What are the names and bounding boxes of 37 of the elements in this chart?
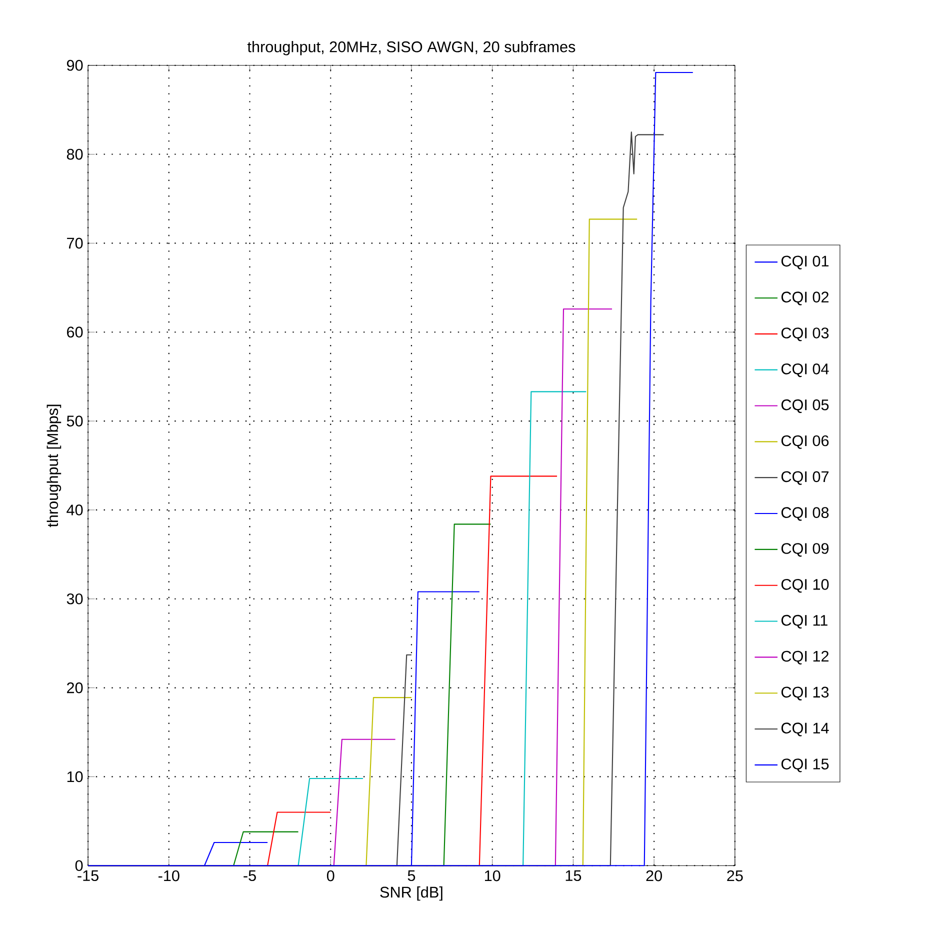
x-tick-label: -10 — [158, 870, 180, 882]
x-tick-label: 20 — [646, 870, 662, 882]
chart-title: throughput, 20MHz, SISO AWGN, 20 subframes — [247, 41, 576, 56]
y-tick-label: 10 — [67, 771, 83, 782]
y-tick-label: 90 — [66, 60, 83, 71]
x-tick-label: -15 — [78, 870, 98, 882]
y-tick-label: 50 — [66, 416, 83, 427]
legend-label: CQI 07 — [781, 471, 829, 486]
x-tick-label: 10 — [484, 870, 500, 882]
legend-label: CQI 05 — [781, 400, 829, 414]
y-tick-label: 70 — [67, 238, 83, 249]
y-tick-label: 80 — [66, 149, 83, 160]
x-tick-label: 15 — [566, 870, 582, 882]
legend-label: CQI 01 — [781, 256, 829, 270]
legend-label: CQI 08 — [781, 507, 829, 521]
x-tick-label: 5 — [408, 870, 416, 882]
y-tick-label: 20 — [67, 682, 83, 694]
y-axis-title: throughput [Mbps] — [46, 404, 62, 528]
x-tick-label: -5 — [244, 870, 256, 882]
legend-label: CQI 10 — [781, 579, 829, 593]
legend-label: CQI 14 — [781, 722, 829, 736]
legend-label: CQI 12 — [781, 651, 829, 665]
legend-label: CQI 13 — [781, 686, 829, 701]
x-axis-title: SNR [dB] — [380, 886, 442, 901]
y-tick-label: 30 — [66, 594, 83, 604]
legend-label: CQI 03 — [781, 328, 829, 342]
legend-label: CQI 09 — [781, 543, 829, 557]
legend-label: CQI 06 — [781, 435, 829, 450]
legend-label: CQI 11 — [781, 615, 828, 629]
legend-label: CQI 04 — [781, 364, 829, 378]
y-tick-label: 40 — [66, 504, 83, 516]
y-tick-label: 60 — [67, 326, 83, 338]
x-tick-label: 0 — [326, 870, 334, 882]
legend-label: CQI 02 — [781, 292, 829, 306]
x-tick-label: 25 — [727, 870, 743, 882]
y-tick-label: 0 — [75, 860, 83, 872]
legend-label: CQI 15 — [781, 758, 829, 772]
